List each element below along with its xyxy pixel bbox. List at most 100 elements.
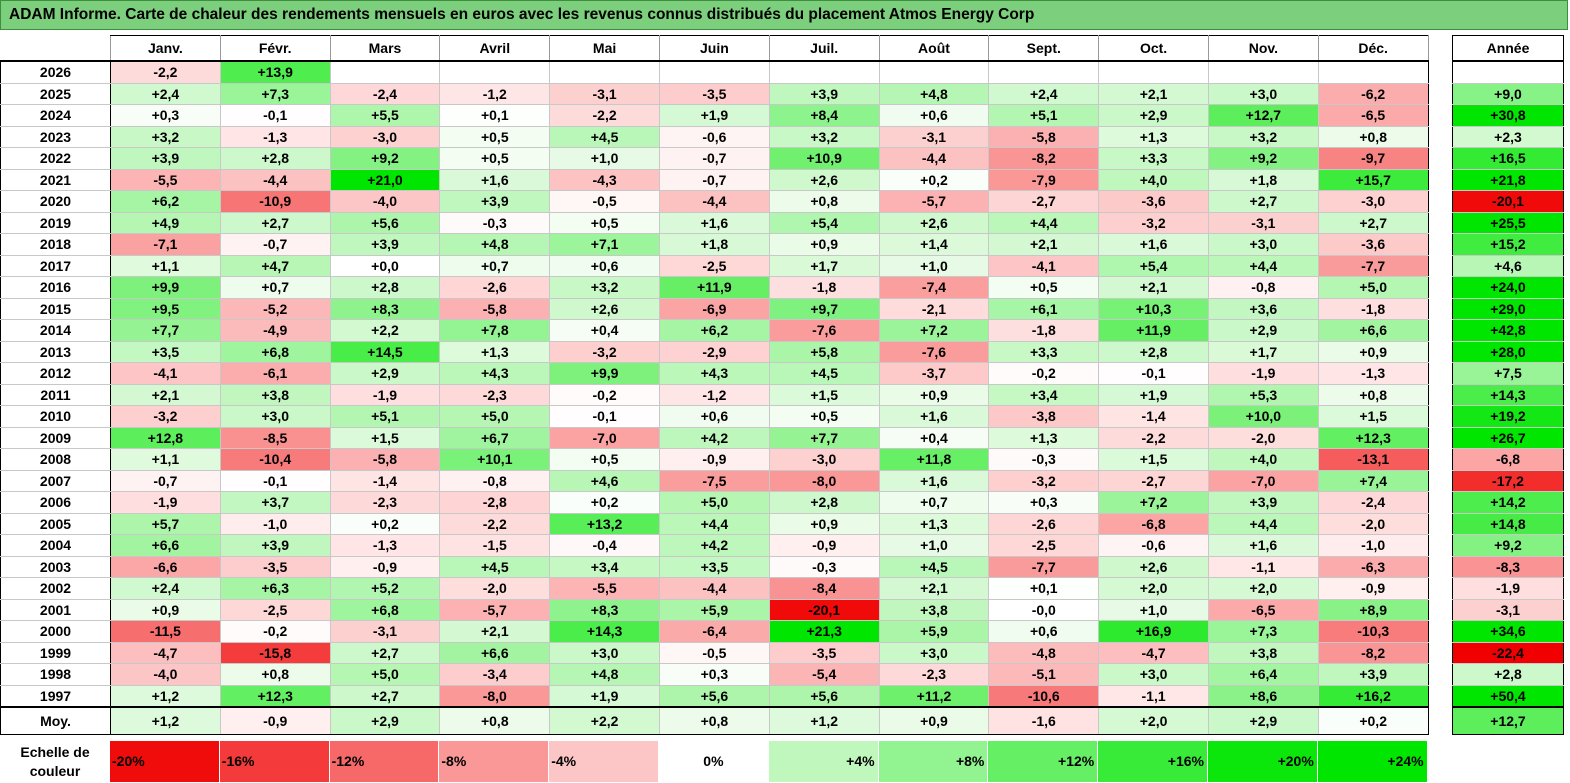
row-year-label: 2009 [0, 426, 111, 449]
heatmap-cell: +7,2 [878, 319, 990, 342]
heatmap-cell: -1,2 [439, 82, 551, 105]
heatmap-cell: -5,8 [439, 297, 551, 320]
heatmap-cell: -5,2 [219, 297, 331, 320]
heatmap-cell: +1,3 [878, 512, 990, 535]
heatmap-cell: -3,1 [1207, 211, 1319, 234]
row-year-label: 2015 [0, 297, 111, 320]
heatmap-cell: -7,1 [110, 233, 221, 256]
heatmap-cell: -0,1 [549, 405, 660, 428]
heatmap-cell: -4,1 [988, 254, 1100, 277]
column-header: Déc. [1317, 35, 1429, 62]
heatmap-cell: +3,8 [1207, 641, 1319, 664]
row-year-label: 2014 [0, 319, 111, 342]
heatmap-cell: +15,7 [1317, 168, 1429, 191]
heatmap-cell: -0,1 [219, 469, 331, 492]
heatmap-cell: -13,1 [1317, 448, 1429, 471]
heatmap-cell: +6,2 [110, 190, 221, 213]
heatmap-cell: -8,5 [219, 426, 331, 449]
heatmap-cell: -3,2 [110, 405, 221, 428]
legend-swatch: -20% [110, 741, 220, 782]
heatmap-cell: +0,9 [878, 383, 990, 406]
heatmap-cell: +16,9 [1098, 620, 1209, 643]
heatmap-cell: -5,5 [549, 577, 660, 600]
heatmap-cell: +2,1 [1098, 82, 1209, 105]
heatmap-cell: +1,0 [1098, 598, 1209, 621]
heatmap-cell: +4,3 [439, 362, 551, 385]
column-header: Oct. [1098, 35, 1209, 62]
table-row: 2009 +12,8 -8,5 +1,5 +6,7 -7,0 +4,2 +7,7 +0,4 +1,… [0, 426, 1429, 449]
heatmap-cell: +8,3 [329, 297, 441, 320]
heatmap-cell: +3,0 [878, 641, 990, 664]
row-year-label: 2010 [0, 405, 111, 428]
annual-total-cell: +14,3 [1452, 383, 1564, 406]
annual-total-cell: +29,0 [1452, 297, 1564, 320]
heatmap-cell: +3,9 [110, 147, 221, 170]
heatmap-cell: +8,9 [1317, 598, 1429, 621]
row-year-label: 2020 [0, 190, 111, 213]
table-row: 2010 -3,2 +3,0 +5,1 +5,0 -0,1 +0,6 +0,5 +1,6 -3,8… [0, 405, 1429, 428]
heatmap-cell: +5,6 [658, 684, 770, 708]
heatmap-cell: +3,0 [549, 641, 660, 664]
heatmap-cell: -5,5 [110, 168, 221, 191]
heatmap-cell: +4,8 [439, 233, 551, 256]
heatmap-cell [1098, 60, 1209, 84]
heatmap-cell: -6,9 [658, 297, 770, 320]
heatmap-cell: +2,7 [219, 211, 331, 234]
average-cell: +1,2 [768, 706, 880, 735]
heatmap-cell: -4,4 [878, 147, 990, 170]
row-year-label: 2001 [0, 598, 111, 621]
heatmap-cell: +4,5 [549, 125, 660, 148]
heatmap-cell: +7,4 [1317, 469, 1429, 492]
row-year-label: 2005 [0, 512, 111, 535]
heatmap-cell: +2,6 [549, 297, 660, 320]
heatmap-cell: +11,2 [878, 684, 990, 708]
heatmap-cell: -7,7 [1317, 254, 1429, 277]
heatmap-cell: -0,7 [658, 147, 770, 170]
heatmap-cell: +14,3 [549, 620, 660, 643]
average-cell: +0,8 [439, 706, 551, 735]
heatmap-cell: +11,9 [658, 276, 770, 299]
heatmap-cell: +5,0 [1317, 276, 1429, 299]
average-cell: +2,2 [549, 706, 660, 735]
annual-total-cell: +4,6 [1452, 254, 1564, 277]
heatmap-cell: +0,5 [988, 276, 1100, 299]
heatmap-cell: +1,9 [549, 684, 660, 708]
heatmap-cell: -10,9 [219, 190, 331, 213]
legend-swatch: +24% [1317, 741, 1428, 782]
heatmap-cell: +3,9 [329, 233, 441, 256]
heatmap-cell: +12,8 [110, 426, 221, 449]
heatmap-cell: +16,2 [1317, 684, 1429, 708]
annual-total-cell: +9,2 [1452, 534, 1564, 557]
row-year-label: 2021 [0, 168, 111, 191]
average-cell: +0,8 [658, 706, 770, 735]
legend-swatch: -4% [549, 741, 659, 782]
annual-total-cell: +28,0 [1452, 340, 1564, 363]
heatmap-cell: -0,4 [549, 534, 660, 557]
heatmap-cell: -0,1 [219, 104, 331, 127]
heatmap-cell: -6,4 [658, 620, 770, 643]
column-header: Mai [549, 35, 660, 62]
annual-total-cell: +21,8 [1452, 168, 1564, 191]
table-row: 2007 -0,7 -0,1 -1,4 -0,8 +4,6 -7,5 -8,0 +1,6 -3,2… [0, 469, 1429, 492]
heatmap-cell: +5,9 [878, 620, 990, 643]
heatmap-cell: -0,7 [219, 233, 331, 256]
column-header: Nov. [1207, 35, 1319, 62]
heatmap-cell: +0,5 [439, 147, 551, 170]
heatmap-cell: +2,8 [1098, 340, 1209, 363]
heatmap-cell: +0,5 [439, 125, 551, 148]
heatmap-cell: +2,9 [329, 362, 441, 385]
heatmap-cell: +6,1 [988, 297, 1100, 320]
heatmap-cell: +1,6 [878, 405, 990, 428]
heatmap-cell: +3,0 [219, 405, 331, 428]
heatmap-cell: +10,1 [439, 448, 551, 471]
heatmap-cell: +4,4 [988, 211, 1100, 234]
heatmap-cell: +0,6 [549, 254, 660, 277]
annual-total-cell: +14,2 [1452, 491, 1564, 514]
heatmap-cell: -1,3 [1317, 362, 1429, 385]
average-cell: +0,9 [878, 706, 990, 735]
heatmap-cell: +1,5 [768, 383, 880, 406]
heatmap-cell: +1,8 [658, 233, 770, 256]
heatmap-cell [439, 60, 551, 84]
heatmap-cell: +4,5 [439, 555, 551, 578]
row-year-label: 2011 [0, 383, 111, 406]
